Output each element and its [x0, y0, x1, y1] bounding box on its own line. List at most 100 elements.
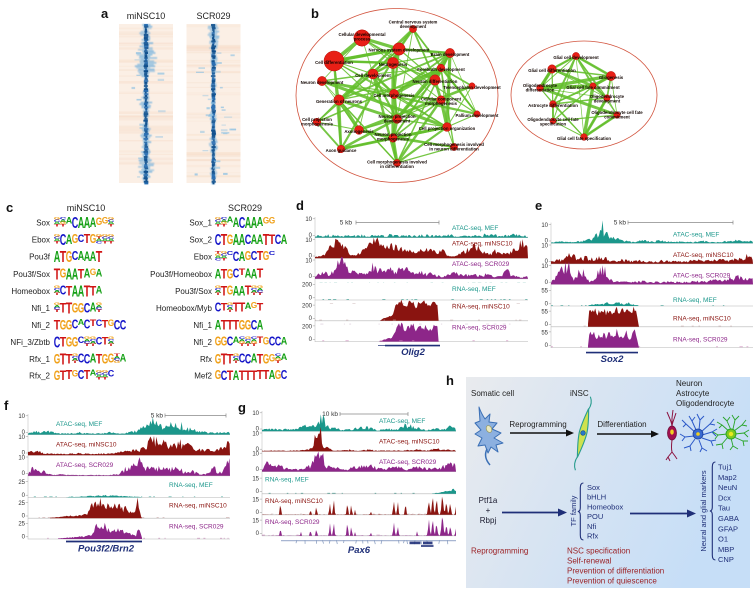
svg-text:10: 10 [541, 223, 548, 229]
svg-text:15: 15 [252, 519, 259, 525]
svg-text:Olig2: Olig2 [401, 347, 425, 358]
svg-text:Nervous system development: Nervous system development [369, 47, 430, 52]
svg-text:Pou3f2/Brn2: Pou3f2/Brn2 [78, 544, 135, 555]
svg-text:Map2: Map2 [718, 473, 737, 482]
svg-text:Prevention of differentiation: Prevention of differentiation [567, 567, 664, 576]
svg-text:RNA-seq, miNSC10: RNA-seq, miNSC10 [452, 304, 510, 311]
svg-text:C: C [108, 369, 115, 379]
svg-text:RNA-seq, miNSC10: RNA-seq, miNSC10 [673, 316, 731, 323]
svg-text:A: A [120, 353, 127, 365]
svg-text:Glial cell fate specification: Glial cell fate specification [557, 136, 611, 141]
svg-text:GABA: GABA [718, 514, 739, 523]
svg-text:RNA-seq, SCR029: RNA-seq, SCR029 [169, 524, 224, 531]
svg-text:ATAC-seq, MEF: ATAC-seq, MEF [379, 418, 425, 425]
svg-text:bHLH: bHLH [587, 493, 606, 502]
svg-text:RNA-seq, SCR029: RNA-seq, SCR029 [265, 519, 320, 526]
svg-text:Cell projection organization: Cell projection organization [419, 126, 476, 131]
svg-text:development: development [594, 99, 621, 104]
svg-text:c: c [6, 200, 13, 215]
svg-text:10: 10 [252, 431, 259, 437]
svg-text:15: 15 [252, 477, 259, 483]
svg-text:Oligodendrocyte: Oligodendrocyte [676, 399, 735, 408]
svg-text:10: 10 [305, 258, 312, 264]
svg-text:NeuN: NeuN [718, 483, 737, 492]
svg-text:Brain development: Brain development [431, 52, 470, 57]
svg-text:miNSC10: miNSC10 [127, 11, 166, 21]
svg-text:10 kb: 10 kb [322, 411, 338, 418]
svg-text:5 kb: 5 kb [340, 219, 353, 226]
svg-text:10: 10 [305, 217, 312, 223]
svg-text:Nfi_2: Nfi_2 [193, 338, 212, 347]
svg-text:Neural and glial markers: Neural and glial markers [699, 470, 708, 552]
svg-text:process: process [354, 37, 371, 42]
svg-text:e: e [535, 198, 542, 213]
svg-text:25: 25 [18, 522, 25, 528]
svg-text:ATAC-seq, miNSC10: ATAC-seq, miNSC10 [56, 442, 117, 449]
svg-text:Nfi_1: Nfi_1 [31, 304, 50, 313]
svg-text:T: T [108, 343, 115, 347]
svg-text:Homeobox: Homeobox [11, 287, 50, 296]
svg-text:miNSC10: miNSC10 [67, 203, 106, 213]
svg-text:Sox: Sox [36, 219, 50, 228]
svg-text:in neuron differentiation: in neuron differentiation [429, 147, 479, 152]
svg-text:C: C [281, 369, 288, 383]
svg-text:Tau: Tau [718, 504, 730, 513]
svg-text:10: 10 [18, 455, 25, 461]
svg-text:A: A [281, 336, 288, 348]
svg-text:SCR029: SCR029 [196, 11, 230, 21]
svg-text:55: 55 [541, 330, 548, 336]
svg-text:RNA-seq, SCR029: RNA-seq, SCR029 [452, 325, 507, 332]
svg-text:ATAC-seq, miNSC10: ATAC-seq, miNSC10 [379, 439, 440, 446]
svg-text:A: A [96, 285, 103, 297]
svg-text:200: 200 [302, 283, 313, 289]
svg-text:T: T [96, 248, 102, 265]
svg-text:Sox_2: Sox_2 [189, 236, 212, 245]
svg-text:Rfx_1: Rfx_1 [29, 355, 50, 364]
svg-text:g: g [238, 400, 246, 415]
svg-text:h: h [446, 373, 454, 388]
svg-text:Self-renewal: Self-renewal [567, 557, 612, 566]
svg-text:SCR029: SCR029 [228, 203, 262, 213]
svg-text:ATAC-seq, SCR029: ATAC-seq, SCR029 [673, 273, 731, 280]
svg-text:10: 10 [252, 452, 259, 458]
svg-text:Neuron differentiation: Neuron differentiation [413, 79, 458, 84]
svg-text:Glial cell differentiation: Glial cell differentiation [528, 68, 576, 73]
svg-text:Neuron development: Neuron development [301, 80, 344, 85]
svg-text:G: G [269, 215, 276, 226]
svg-text:Somatic cell: Somatic cell [471, 389, 514, 398]
svg-text:b: b [311, 6, 319, 21]
svg-text:Sox: Sox [587, 483, 600, 492]
svg-text:Cell differentiation: Cell differentiation [315, 60, 353, 65]
svg-text:C: C [120, 316, 127, 333]
svg-text:Pallium development: Pallium development [456, 113, 500, 118]
svg-text:55: 55 [541, 289, 548, 295]
svg-text:5 kb: 5 kb [614, 219, 627, 226]
svg-text:T: T [257, 267, 263, 281]
svg-text:Telencephalon development: Telencephalon development [443, 85, 501, 90]
svg-text:Neurogenesis: Neurogenesis [379, 62, 408, 67]
svg-text:Neuron: Neuron [676, 379, 702, 388]
svg-text:Tuj1: Tuj1 [718, 463, 732, 472]
svg-text:Cell morphogenesis: Cell morphogenesis [373, 93, 415, 98]
svg-text:200: 200 [302, 304, 313, 310]
svg-text:commitment: commitment [604, 115, 630, 120]
svg-text:T: T [257, 301, 264, 313]
svg-text:ATAC-seq, SCR029: ATAC-seq, SCR029 [379, 459, 437, 466]
svg-text:Pou3f/Homeobox: Pou3f/Homeobox [150, 270, 212, 279]
svg-text:Glial cell development: Glial cell development [553, 55, 599, 60]
svg-text:NSC specification: NSC specification [567, 547, 630, 556]
svg-text:RNA-seq, SCR029: RNA-seq, SCR029 [673, 337, 728, 344]
svg-text:GFAP: GFAP [718, 524, 738, 533]
svg-text:d: d [296, 198, 304, 213]
svg-text:f: f [4, 398, 9, 413]
svg-text:Prevention of quiescence: Prevention of quiescence [567, 577, 657, 586]
svg-text:Rfx_2: Rfx_2 [29, 372, 50, 381]
svg-text:O1: O1 [718, 535, 728, 544]
svg-text:Pou3f: Pou3f [29, 253, 51, 262]
svg-text:Ptf1a: Ptf1a [479, 496, 498, 505]
svg-text:morphogenesis: morphogenesis [301, 122, 334, 127]
svg-text:morphogenesis: morphogenesis [377, 137, 410, 142]
svg-text:ATAC-seq, MEF: ATAC-seq, MEF [56, 421, 102, 428]
svg-text:Glial cell fate commitment: Glial cell fate commitment [566, 85, 620, 90]
svg-text:Axonogenesis: Axonogenesis [344, 129, 374, 134]
